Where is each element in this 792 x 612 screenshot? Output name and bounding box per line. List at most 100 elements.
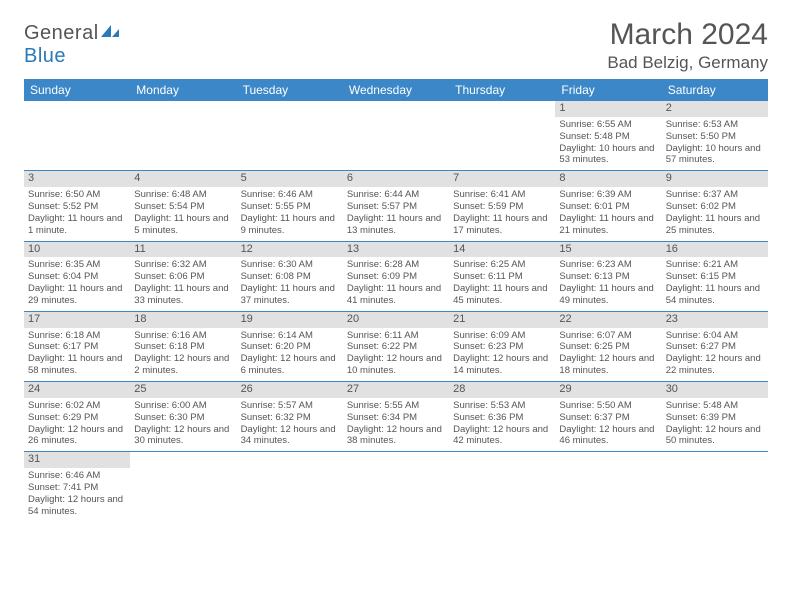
sunset-text: Sunset: 5:52 PM <box>28 201 126 213</box>
sunset-text: Sunset: 6:08 PM <box>241 271 339 283</box>
sunset-text: Sunset: 6:22 PM <box>347 341 445 353</box>
sunset-text: Sunset: 5:48 PM <box>559 131 657 143</box>
sunrise-text: Sunrise: 6:21 AM <box>666 259 764 271</box>
calendar-cell: 15Sunrise: 6:23 AMSunset: 6:13 PMDayligh… <box>555 241 661 311</box>
day-details: Sunrise: 6:18 AMSunset: 6:17 PMDaylight:… <box>24 328 130 382</box>
sunset-text: Sunset: 5:57 PM <box>347 201 445 213</box>
day-number: 11 <box>130 242 236 258</box>
day-number: 6 <box>343 171 449 187</box>
sunrise-text: Sunrise: 5:53 AM <box>453 400 551 412</box>
sunset-text: Sunset: 6:36 PM <box>453 412 551 424</box>
sunrise-text: Sunrise: 6:32 AM <box>134 259 232 271</box>
day-details: Sunrise: 6:35 AMSunset: 6:04 PMDaylight:… <box>24 257 130 311</box>
logo-text: GeneralBlue <box>24 22 121 68</box>
daylight-text: Daylight: 11 hours and 41 minutes. <box>347 283 445 307</box>
daylight-text: Daylight: 11 hours and 33 minutes. <box>134 283 232 307</box>
day-details: Sunrise: 6:55 AMSunset: 5:48 PMDaylight:… <box>555 117 661 171</box>
day-number: 19 <box>237 312 343 328</box>
sunrise-text: Sunrise: 6:28 AM <box>347 259 445 271</box>
calendar-cell <box>237 452 343 522</box>
day-details: Sunrise: 6:37 AMSunset: 6:02 PMDaylight:… <box>662 187 768 241</box>
daylight-text: Daylight: 11 hours and 49 minutes. <box>559 283 657 307</box>
day-number: 4 <box>130 171 236 187</box>
day-number: 28 <box>449 382 555 398</box>
day-number: 25 <box>130 382 236 398</box>
daylight-text: Daylight: 12 hours and 42 minutes. <box>453 424 551 448</box>
day-details: Sunrise: 6:28 AMSunset: 6:09 PMDaylight:… <box>343 257 449 311</box>
calendar-row: 17Sunrise: 6:18 AMSunset: 6:17 PMDayligh… <box>24 311 768 381</box>
day-details: Sunrise: 6:48 AMSunset: 5:54 PMDaylight:… <box>130 187 236 241</box>
day-details: Sunrise: 6:30 AMSunset: 6:08 PMDaylight:… <box>237 257 343 311</box>
day-details: Sunrise: 6:46 AMSunset: 7:41 PMDaylight:… <box>24 468 130 522</box>
day-number: 21 <box>449 312 555 328</box>
calendar-cell: 26Sunrise: 5:57 AMSunset: 6:32 PMDayligh… <box>237 382 343 452</box>
sunrise-text: Sunrise: 6:39 AM <box>559 189 657 201</box>
daylight-text: Daylight: 11 hours and 9 minutes. <box>241 213 339 237</box>
daylight-text: Daylight: 11 hours and 17 minutes. <box>453 213 551 237</box>
day-details: Sunrise: 6:21 AMSunset: 6:15 PMDaylight:… <box>662 257 768 311</box>
daylight-text: Daylight: 10 hours and 53 minutes. <box>559 143 657 167</box>
calendar-cell <box>343 452 449 522</box>
sunset-text: Sunset: 6:29 PM <box>28 412 126 424</box>
calendar-cell <box>130 101 236 171</box>
day-number: 2 <box>662 101 768 117</box>
daylight-text: Daylight: 12 hours and 46 minutes. <box>559 424 657 448</box>
daylight-text: Daylight: 11 hours and 54 minutes. <box>666 283 764 307</box>
day-details: Sunrise: 6:00 AMSunset: 6:30 PMDaylight:… <box>130 398 236 452</box>
sunset-text: Sunset: 6:27 PM <box>666 341 764 353</box>
day-header: Saturday <box>662 79 768 101</box>
sunset-text: Sunset: 6:11 PM <box>453 271 551 283</box>
day-number: 26 <box>237 382 343 398</box>
day-number: 13 <box>343 242 449 258</box>
daylight-text: Daylight: 12 hours and 18 minutes. <box>559 353 657 377</box>
sunset-text: Sunset: 6:20 PM <box>241 341 339 353</box>
sunrise-text: Sunrise: 6:16 AM <box>134 330 232 342</box>
day-number: 7 <box>449 171 555 187</box>
day-details: Sunrise: 5:57 AMSunset: 6:32 PMDaylight:… <box>237 398 343 452</box>
sunrise-text: Sunrise: 6:00 AM <box>134 400 232 412</box>
sunrise-text: Sunrise: 5:50 AM <box>559 400 657 412</box>
daylight-text: Daylight: 11 hours and 5 minutes. <box>134 213 232 237</box>
day-details: Sunrise: 6:46 AMSunset: 5:55 PMDaylight:… <box>237 187 343 241</box>
day-number: 5 <box>237 171 343 187</box>
sunrise-text: Sunrise: 6:11 AM <box>347 330 445 342</box>
calendar-cell: 31Sunrise: 6:46 AMSunset: 7:41 PMDayligh… <box>24 452 130 522</box>
day-details: Sunrise: 6:41 AMSunset: 5:59 PMDaylight:… <box>449 187 555 241</box>
sunrise-text: Sunrise: 6:46 AM <box>241 189 339 201</box>
calendar-cell <box>24 101 130 171</box>
sunset-text: Sunset: 6:37 PM <box>559 412 657 424</box>
day-number: 29 <box>555 382 661 398</box>
sunrise-text: Sunrise: 6:35 AM <box>28 259 126 271</box>
day-number: 20 <box>343 312 449 328</box>
sunrise-text: Sunrise: 6:55 AM <box>559 119 657 131</box>
day-number: 27 <box>343 382 449 398</box>
day-header: Sunday <box>24 79 130 101</box>
header: GeneralBlue March 2024 Bad Belzig, Germa… <box>24 18 768 73</box>
daylight-text: Daylight: 11 hours and 58 minutes. <box>28 353 126 377</box>
sunset-text: Sunset: 6:18 PM <box>134 341 232 353</box>
day-number: 18 <box>130 312 236 328</box>
calendar-cell: 24Sunrise: 6:02 AMSunset: 6:29 PMDayligh… <box>24 382 130 452</box>
day-header: Tuesday <box>237 79 343 101</box>
sunset-text: Sunset: 6:02 PM <box>666 201 764 213</box>
sunrise-text: Sunrise: 6:07 AM <box>559 330 657 342</box>
day-details: Sunrise: 6:44 AMSunset: 5:57 PMDaylight:… <box>343 187 449 241</box>
logo-part2: Blue <box>24 45 66 67</box>
day-number: 17 <box>24 312 130 328</box>
calendar-row: 1Sunrise: 6:55 AMSunset: 5:48 PMDaylight… <box>24 101 768 171</box>
day-number: 14 <box>449 242 555 258</box>
daylight-text: Daylight: 11 hours and 29 minutes. <box>28 283 126 307</box>
daylight-text: Daylight: 11 hours and 21 minutes. <box>559 213 657 237</box>
day-details: Sunrise: 6:04 AMSunset: 6:27 PMDaylight:… <box>662 328 768 382</box>
sunset-text: Sunset: 6:39 PM <box>666 412 764 424</box>
location: Bad Belzig, Germany <box>607 53 768 73</box>
day-number: 9 <box>662 171 768 187</box>
calendar-cell: 16Sunrise: 6:21 AMSunset: 6:15 PMDayligh… <box>662 241 768 311</box>
calendar-cell: 23Sunrise: 6:04 AMSunset: 6:27 PMDayligh… <box>662 311 768 381</box>
calendar-row: 10Sunrise: 6:35 AMSunset: 6:04 PMDayligh… <box>24 241 768 311</box>
sunrise-text: Sunrise: 6:48 AM <box>134 189 232 201</box>
sunset-text: Sunset: 5:55 PM <box>241 201 339 213</box>
calendar-cell: 29 Sunrise: 5:50 AMSunset: 6:37 PMDayligh… <box>555 382 661 452</box>
day-number: 12 <box>237 242 343 258</box>
day-header: Friday <box>555 79 661 101</box>
